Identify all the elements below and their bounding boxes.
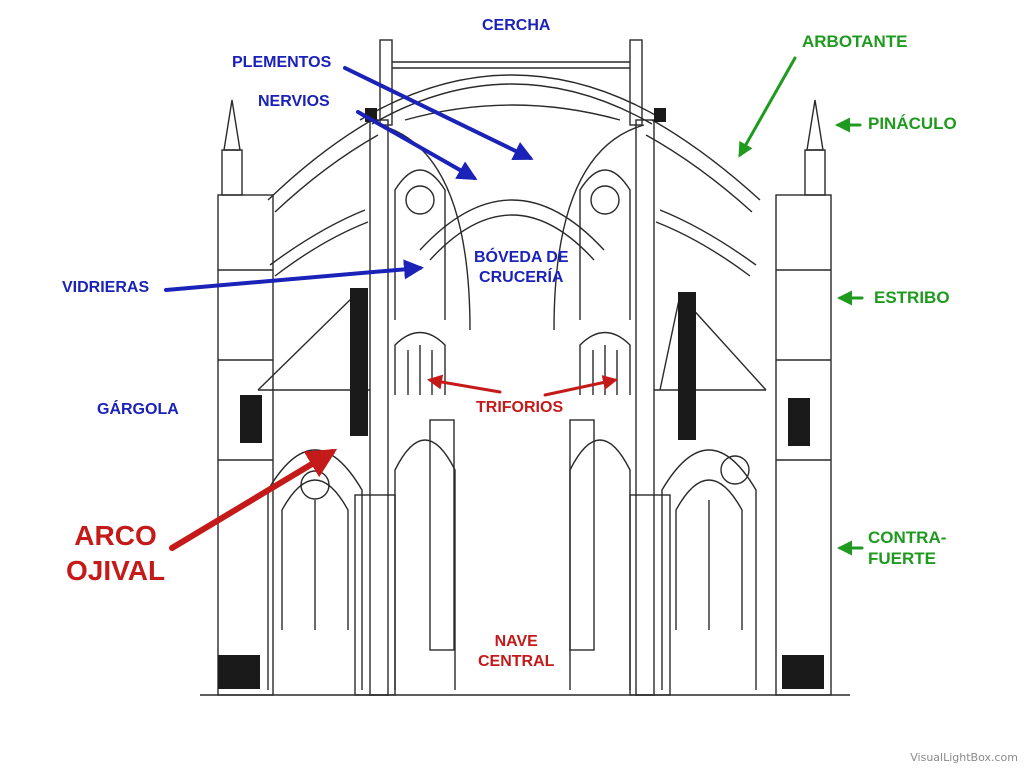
watermark: VisualLightBox.com: [910, 751, 1018, 764]
label-arbotante: ARBOTANTE: [802, 32, 908, 51]
right-buttress-tower: [775, 99, 832, 696]
right-aisle-roof: [654, 293, 767, 391]
arrow-arco-ojival: [169, 448, 338, 551]
label-contrafuerte: CONTRA- FUERTE: [868, 528, 947, 569]
right-flying-buttresses: [645, 119, 761, 277]
arrow-vidrieras: [164, 259, 424, 292]
aisle-windows: [281, 455, 750, 630]
gargoyle-blocks: [218, 108, 824, 689]
arrow-plementos: [343, 66, 534, 160]
label-vidrieras: VIDRIERAS: [62, 279, 150, 296]
label-cercha: CERCHA: [482, 17, 551, 34]
arrow-triforios-left: [427, 374, 502, 394]
label-nervios: NERVIOS: [258, 93, 330, 110]
label-estribo: ESTRIBO: [874, 288, 950, 307]
label-plementos: PLEMENTOS: [232, 54, 332, 71]
label-nave-central: NAVE CENTRAL: [478, 633, 555, 670]
clerestory-windows: [394, 169, 631, 320]
label-triforios: TRIFORIOS: [476, 399, 564, 416]
arrow-triforios-right: [543, 375, 618, 397]
arrow-nervios: [356, 110, 478, 180]
label-boveda-de-cruceria: BÓVEDA DE CRUCERÍA: [474, 249, 569, 286]
label-gargola: GÁRGOLA: [97, 401, 179, 418]
truss-frame: [379, 39, 643, 126]
label-pinaculo: PINÁCULO: [868, 114, 957, 133]
left-flying-buttresses: [267, 119, 379, 277]
rib-vault: [359, 74, 665, 331]
arrow-arbotante: [738, 56, 797, 158]
label-arco-ojival: ARCO OJIVAL: [66, 520, 166, 586]
